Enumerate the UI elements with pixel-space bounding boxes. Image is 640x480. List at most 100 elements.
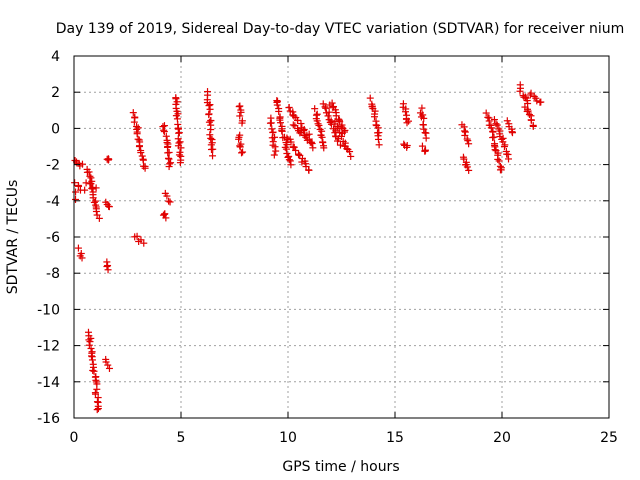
data-point — [130, 118, 138, 126]
data-point — [206, 105, 214, 113]
data-point — [527, 89, 535, 97]
data-point — [297, 120, 305, 128]
data-point — [237, 108, 245, 116]
data-point — [78, 160, 86, 168]
data-point — [289, 121, 297, 129]
data-point — [275, 107, 283, 115]
x-tick-label: 25 — [600, 430, 618, 446]
data-point — [135, 143, 143, 151]
data-point — [529, 122, 537, 130]
data-point — [336, 141, 344, 149]
data-point — [285, 156, 293, 164]
data-point — [272, 147, 280, 155]
data-point — [209, 152, 217, 160]
y-tick-label: 0 — [51, 121, 60, 137]
data-point — [86, 172, 94, 180]
data-point — [338, 129, 346, 137]
data-point — [162, 132, 170, 140]
data-point — [92, 207, 100, 215]
data-point — [105, 202, 113, 210]
data-point — [87, 344, 95, 352]
data-point — [271, 133, 279, 141]
data-point — [297, 128, 305, 136]
x-tick-labels: 0 5 10 15 20 25 — [70, 430, 618, 446]
data-point — [375, 141, 383, 149]
data-point — [161, 210, 169, 218]
data-point — [162, 214, 170, 222]
data-point — [463, 163, 471, 171]
x-tick-label: 15 — [386, 430, 404, 446]
data-point — [133, 130, 141, 138]
data-point — [205, 102, 213, 110]
data-point — [465, 140, 473, 148]
data-point — [138, 152, 146, 160]
data-point — [294, 150, 302, 158]
data-point — [296, 129, 304, 137]
data-point — [160, 128, 168, 136]
data-point — [401, 108, 409, 116]
data-point — [314, 120, 322, 128]
data-point — [403, 119, 411, 127]
data-point — [172, 112, 180, 120]
data-point — [292, 146, 300, 154]
data-point — [238, 149, 246, 157]
data-point — [104, 266, 112, 274]
data-point — [490, 133, 498, 141]
data-point — [87, 352, 95, 360]
data-point — [324, 112, 332, 120]
data-point — [311, 105, 319, 113]
data-point — [270, 151, 278, 159]
data-point — [307, 138, 315, 146]
data-point — [524, 107, 532, 115]
data-point — [405, 117, 413, 125]
data-point — [95, 214, 103, 222]
data-point — [87, 180, 95, 188]
data-point — [90, 367, 98, 375]
data-point — [503, 117, 511, 125]
data-point — [176, 138, 184, 146]
data-point — [160, 126, 168, 134]
data-point — [137, 149, 145, 157]
data-point — [139, 156, 147, 164]
data-point — [516, 87, 524, 95]
data-point — [85, 341, 93, 349]
data-point — [71, 156, 79, 164]
data-point — [165, 197, 173, 205]
x-tick-label: 10 — [279, 430, 297, 446]
data-point — [72, 188, 80, 196]
data-point — [266, 119, 274, 127]
data-point — [276, 119, 284, 127]
data-point — [313, 110, 321, 118]
data-point — [134, 124, 142, 132]
data-point — [418, 104, 426, 112]
chart-title: Day 139 of 2019, Sidereal Day-to-day VTE… — [56, 21, 625, 37]
data-point — [74, 244, 82, 252]
data-point — [166, 198, 174, 206]
data-point — [165, 148, 173, 156]
data-point — [206, 131, 214, 139]
data-point — [207, 126, 215, 134]
data-point — [505, 155, 513, 163]
data-point — [89, 366, 97, 374]
data-point — [322, 104, 330, 112]
x-tick-label: 5 — [177, 430, 186, 446]
data-point — [236, 112, 244, 120]
y-tick-label: -16 — [37, 411, 60, 427]
data-point — [494, 155, 502, 163]
data-point — [160, 122, 168, 130]
data-point — [269, 128, 277, 136]
data-points — [71, 81, 545, 414]
data-point — [105, 364, 113, 372]
data-point — [176, 159, 184, 167]
y-tick-label: 2 — [51, 85, 60, 101]
x-axis-title: GPS time / hours — [282, 459, 399, 475]
data-point — [537, 98, 545, 106]
y-tick-labels: 4 2 0 -2 -4 -6 -8 -10 -12 -14 -16 — [37, 49, 60, 427]
data-point — [88, 356, 96, 364]
data-point — [92, 184, 100, 192]
data-point — [141, 164, 149, 172]
data-point — [495, 157, 503, 165]
data-point — [490, 116, 498, 124]
axis-ticks — [73, 55, 610, 419]
